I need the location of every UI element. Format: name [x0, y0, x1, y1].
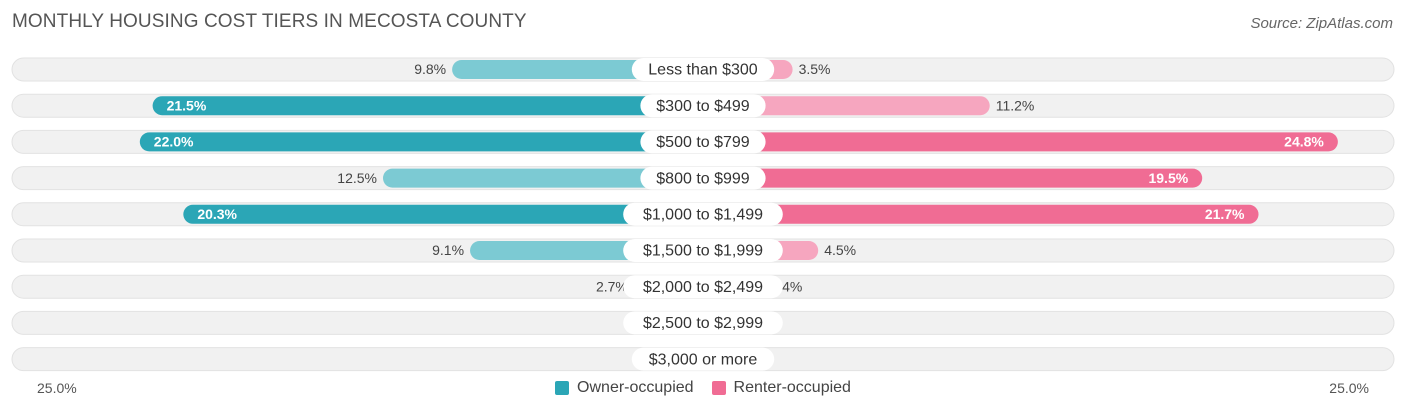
category-pill	[623, 239, 783, 262]
renter-value-label: 11.2%	[996, 97, 1035, 113]
legend-renter: Renter-occupied	[711, 379, 851, 397]
renter-value-label: 24.8%	[1284, 134, 1324, 150]
category-pill	[640, 130, 766, 154]
category-label: $1,500 to $1,999	[643, 243, 763, 260]
legend-renter-label: Renter-occupied	[733, 379, 851, 396]
chart-title: MONTHLY HOUSING COST TIERS IN MECOSTA CO…	[12, 11, 527, 32]
category-pill	[623, 275, 783, 299]
category-pill	[623, 202, 783, 226]
owner-value-label: 21.5%	[167, 97, 207, 113]
owner-value-label: 9.1%	[432, 242, 464, 258]
renter-value-label: 21.7%	[1205, 206, 1245, 222]
category-label: Less than $300	[648, 62, 758, 79]
legend: Owner-occupied Renter-occupied	[0, 379, 1406, 397]
renter-value-label: 19.5%	[1148, 170, 1188, 186]
renter-bar	[703, 204, 1259, 224]
category-pill	[640, 166, 766, 190]
owner-bar	[152, 96, 704, 116]
category-pill	[631, 58, 775, 81]
legend-owner-swatch	[555, 381, 570, 395]
category-label: $800 to $999	[656, 170, 750, 187]
category-label: $2,000 to $2,499	[643, 279, 763, 296]
renter-value-label: 3.5%	[799, 61, 831, 77]
category-label: $300 to $499	[656, 98, 750, 115]
legend-renter-swatch	[711, 381, 726, 395]
renter-value-label: 4.5%	[824, 242, 856, 258]
legend-owner: Owner-occupied	[555, 379, 694, 397]
owner-value-label: 2.7%	[596, 278, 628, 294]
axis-right-label: 25.0%	[1329, 380, 1369, 396]
owner-bar	[183, 204, 703, 224]
owner-value-label: 22.0%	[154, 134, 194, 150]
category-label: $3,000 or more	[649, 351, 758, 368]
category-label: $1,000 to $1,499	[643, 207, 763, 224]
owner-bar	[383, 168, 703, 188]
owner-value-label: 20.3%	[197, 206, 237, 222]
renter-bar	[703, 132, 1338, 152]
category-pill	[623, 311, 783, 335]
category-pill	[631, 347, 775, 371]
source-label: Source: ZipAtlas.com	[1250, 15, 1393, 32]
legend-owner-label: Owner-occupied	[577, 379, 694, 396]
owner-value-label: 9.8%	[414, 61, 446, 77]
axis-left-label: 25.0%	[37, 380, 77, 396]
renter-bar	[703, 96, 990, 116]
owner-bar	[139, 132, 704, 152]
category-pill	[640, 94, 766, 118]
owner-value-label: 12.5%	[337, 170, 377, 186]
renter-bar	[703, 168, 1203, 188]
category-label: $500 to $799	[656, 134, 750, 151]
category-label: $2,500 to $2,999	[643, 315, 763, 332]
